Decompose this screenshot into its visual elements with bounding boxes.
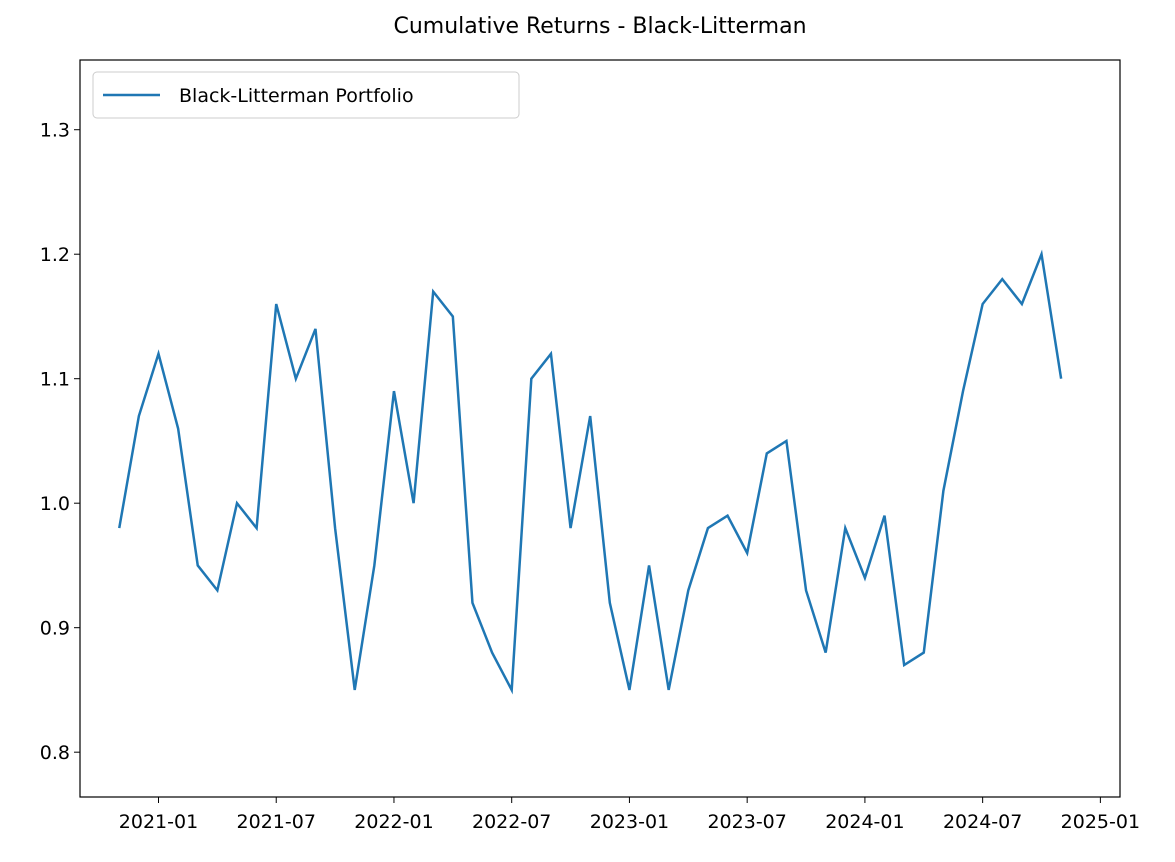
x-tick-label: 2023-01	[590, 811, 669, 833]
x-tick-label: 2025-01	[1061, 811, 1140, 833]
y-tick-label: 1.3	[40, 120, 70, 142]
y-tick-label: 1.0	[40, 493, 70, 515]
x-tick-label: 2024-07	[943, 811, 1022, 833]
plot-frame	[79, 59, 1121, 798]
x-tick-label: 2024-01	[825, 811, 904, 833]
legend-label: Black-Litterman Portfolio	[179, 85, 414, 107]
x-tick-label: 2021-07	[237, 811, 316, 833]
legend-box	[92, 71, 520, 119]
line	[118, 249, 1063, 695]
y-tick-label: 1.2	[40, 244, 70, 266]
x-tick-label: 2021-01	[119, 811, 198, 833]
x-tick-label: 2022-07	[472, 811, 551, 833]
chart-title: Cumulative Returns - Black-Litterman	[393, 14, 806, 39]
y-tick-label: 0.9	[40, 618, 70, 640]
y-tick-label: 1.1	[40, 369, 70, 391]
x-tick-label: 2022-01	[354, 811, 433, 833]
legend: Black-Litterman Portfolio	[92, 71, 520, 119]
x-tick-label: 2023-07	[707, 811, 786, 833]
y-tick-label: 0.8	[40, 742, 70, 764]
